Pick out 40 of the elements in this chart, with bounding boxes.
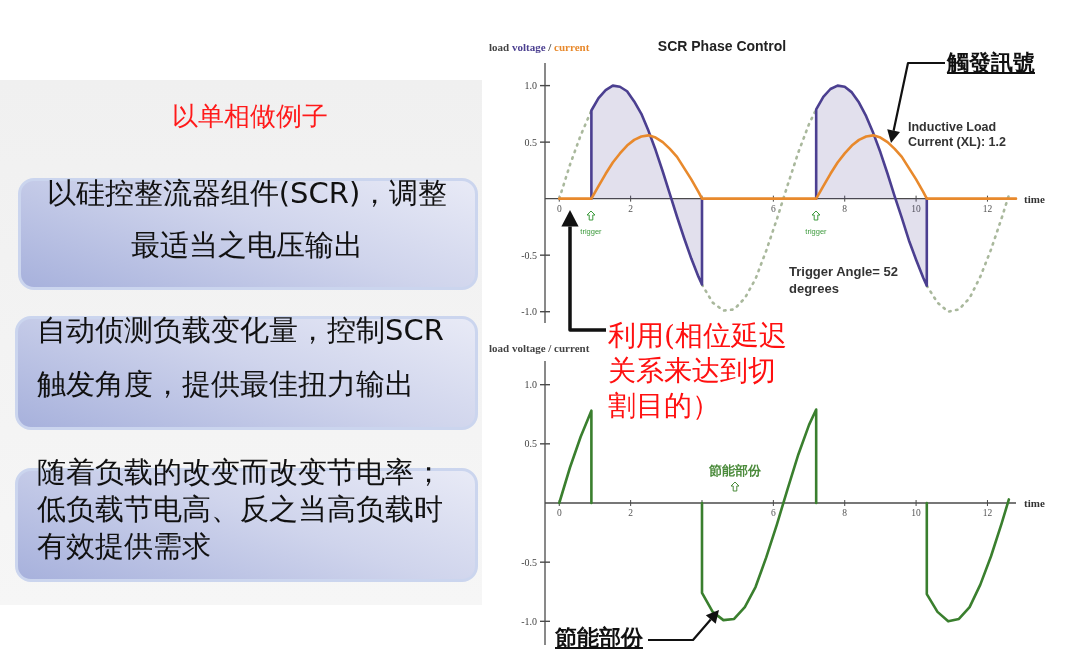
y-axis-title: load voltage / current bbox=[489, 342, 590, 354]
chart-title: SCR Phase Control bbox=[657, 38, 787, 54]
line-series bbox=[925, 193, 1011, 313]
annotation: 觸發訊號 bbox=[947, 49, 1035, 75]
x-tick-label: 8 bbox=[842, 508, 848, 518]
annotation: 節能部份 bbox=[555, 624, 643, 650]
x-tick-label: 12 bbox=[982, 203, 993, 214]
y-tick-label: 1.0 bbox=[524, 379, 537, 391]
x-tick-label: 0 bbox=[556, 508, 562, 518]
annotation: 節能部份 bbox=[708, 463, 762, 478]
y-axis-title: load voltage / current bbox=[489, 41, 590, 53]
y-tick-label: 0.5 bbox=[524, 438, 537, 450]
text: 以硅控整流器组件(SCR)，调整最适当之电压输出 bbox=[45, 175, 449, 264]
line-series bbox=[557, 409, 593, 505]
x-tick-label: 10 bbox=[911, 508, 922, 518]
x-tick-label: 12 bbox=[982, 508, 993, 518]
annotation: Trigger Angle= 52 degrees bbox=[789, 263, 899, 297]
x-axis-title: time bbox=[1024, 192, 1045, 205]
y-tick-label: -1.0 bbox=[521, 306, 537, 318]
x-tick-label: 2 bbox=[628, 508, 634, 518]
line-series bbox=[925, 498, 1011, 623]
y-tick-label: 0.5 bbox=[524, 136, 537, 148]
y-tick-label: -1.0 bbox=[521, 615, 537, 627]
x-tick-label: 8 bbox=[842, 203, 848, 214]
y-tick-label: -0.5 bbox=[521, 249, 537, 261]
x-tick-label: 6 bbox=[770, 508, 776, 518]
text: 以单相做例子 bbox=[171, 101, 329, 133]
x-tick-label: 6 bbox=[770, 203, 776, 214]
annotation: 利用(相位延迟关系来达到切割目的） bbox=[608, 318, 788, 423]
text: 自动侦测负载变化量，控制SCR触发角度，提供最佳扭力输出 bbox=[37, 312, 445, 403]
text: 随着负载的改变而改变节电率；低负载节电高、反之当高负载时有效提供需求 bbox=[37, 453, 444, 565]
annotation: Inductive Load Current (XL): 1.2 bbox=[908, 120, 1007, 150]
y-tick-label: -0.5 bbox=[521, 556, 537, 568]
x-tick-label: 10 bbox=[911, 203, 922, 214]
line-series bbox=[557, 109, 593, 200]
x-tick-label: 0 bbox=[556, 203, 562, 214]
line-series bbox=[700, 408, 818, 622]
x-axis-title: time bbox=[1024, 497, 1045, 509]
x-tick-label: 2 bbox=[628, 203, 634, 214]
y-tick-label: 1.0 bbox=[524, 80, 537, 92]
